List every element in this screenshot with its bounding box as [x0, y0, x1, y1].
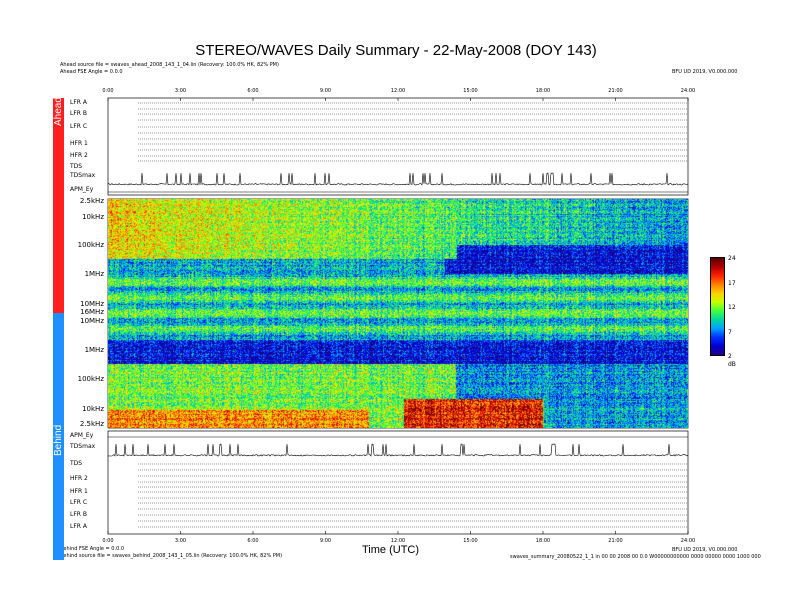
x-tick-label: 9:00: [319, 538, 332, 544]
x-tick-label: 15:00: [463, 538, 478, 544]
panel-row-label: HFR 2: [70, 475, 88, 482]
panel-row-label: APM_Ey: [70, 186, 94, 193]
colorbar-tick-label: 17: [728, 279, 736, 287]
x-tick-label: 21:00: [608, 88, 623, 94]
panel-row-label: LFR C: [70, 123, 88, 130]
x-tick-label: 18:00: [535, 538, 551, 544]
frequency-tick-label: 16MHz: [80, 308, 104, 316]
x-axis-label: Time (UTC): [362, 544, 420, 556]
behind-side-bar: Behind: [53, 313, 64, 560]
colorbar-tick-label: 12: [728, 304, 736, 311]
frequency-tick-label: 2.5kHz: [79, 197, 104, 205]
panel-row-label: HFR 2: [70, 152, 88, 159]
x-tick-label: 15:00: [463, 88, 478, 94]
panel-row-label: HFR 1: [70, 488, 88, 495]
ahead-version-text: BFU UD 2019, V0.000.000: [672, 69, 738, 75]
x-tick-label: 0:00: [102, 88, 114, 94]
x-tick-label: 6:00: [247, 88, 259, 94]
panel-row-label: LFR A: [70, 523, 87, 530]
chart-title: STEREO/WAVES Daily Summary - 22-May-2008…: [195, 42, 597, 59]
colorbar-tick-label: 2: [728, 353, 732, 360]
colorbar-unit: dB: [728, 361, 736, 368]
x-tick-label: 24:00: [680, 538, 696, 544]
spectrogram-heatmap: [108, 199, 688, 428]
x-tick-label: 12:00: [390, 88, 406, 94]
footer-file-text: swaves_summary_20080522_1_1 in 00 00 200…: [510, 554, 761, 560]
behind-tdsmax-trace: [108, 443, 689, 457]
frequency-tick-label: 10MHz: [80, 300, 104, 308]
panel-row-label: TDSmax: [70, 443, 96, 450]
ahead-angle-text: Ahead FSE Angle = 0.0.0: [60, 69, 123, 75]
panel-row-label: LFR A: [70, 99, 87, 106]
colorbar-tick-label: 7: [728, 328, 732, 336]
panel-row-label: TDSmax: [70, 172, 96, 179]
ahead-source-text: Ahead source file = swaves_ahead_2008_14…: [60, 62, 279, 68]
frequency-tick-label: 10kHz: [82, 405, 104, 413]
x-tick-label: 9:00: [319, 88, 332, 94]
panel-row-label: TDS: [70, 163, 83, 170]
x-tick-label: 6:00: [247, 538, 259, 544]
behind-source-text: Behind source file = swaves_behind_2008_…: [60, 553, 283, 559]
x-tick-label: 18:00: [535, 88, 551, 94]
panel-row-label: TDS: [70, 460, 83, 467]
panel-row-label: LFR B: [70, 110, 87, 117]
frequency-tick-label: 10kHz: [82, 213, 104, 221]
x-tick-label: 24:00: [680, 88, 696, 94]
behind-angle-text: Behind FSE Angle = 0.0.0: [60, 546, 125, 552]
x-tick-label: 12:00: [390, 538, 406, 544]
panel-row-label: HFR 1: [70, 140, 88, 147]
x-tick-label: 3:00: [174, 538, 187, 544]
ahead-panel-frame: [107, 97, 689, 196]
frequency-tick-label: 10MHz: [80, 317, 104, 325]
x-tick-label: 21:00: [608, 538, 623, 544]
colorbar-tick-label: 24: [728, 255, 736, 262]
behind-panel-frame: [107, 430, 689, 535]
frequency-tick-label: 100kHz: [77, 375, 104, 383]
x-tick-label: 3:00: [174, 88, 187, 94]
frequency-tick-label: 100kHz: [77, 241, 104, 249]
frequency-tick-label: 2.5kHz: [79, 420, 104, 428]
colorbar: [710, 257, 725, 356]
behind-version-text: BFU UD 2019, V0.000.000: [672, 547, 738, 553]
ahead-tdsmax-trace: [107, 172, 689, 186]
ahead-side-bar: Ahead: [53, 97, 64, 313]
x-tick-label: 0:00: [102, 538, 114, 544]
frequency-tick-label: 1MHz: [84, 270, 104, 278]
panel-row-label: LFR C: [70, 499, 88, 506]
panel-row-label: APM_Ey: [70, 432, 94, 439]
frequency-tick-label: 1MHz: [84, 346, 104, 354]
panel-row-label: LFR B: [70, 511, 87, 518]
